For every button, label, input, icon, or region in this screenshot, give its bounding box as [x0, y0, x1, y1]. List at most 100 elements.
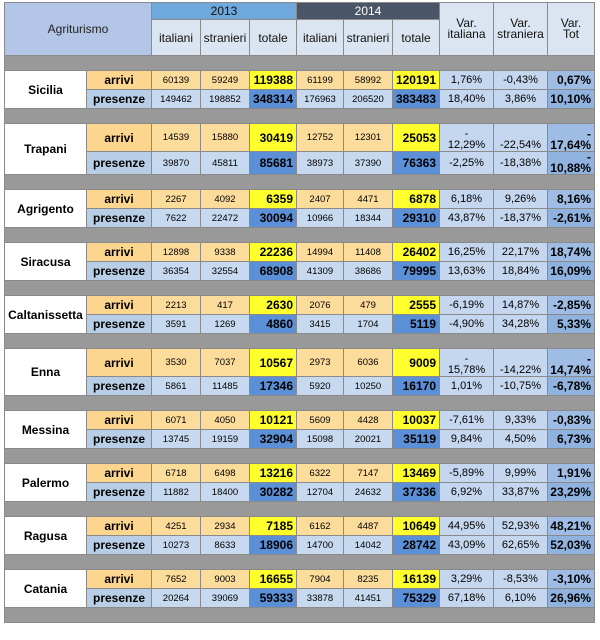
arrivi-italiani-2013-palermo: 6718 [151, 463, 201, 483]
city-name-messina: Messina [4, 410, 87, 449]
spacer-cell [4, 333, 595, 349]
arrivi-var-italiana-catania: 3,29% [439, 569, 494, 589]
presenze-label: presenze [86, 261, 152, 281]
arrivi-italiani-2014-messina: 5609 [296, 410, 344, 430]
presenze-totale-2014-siracusa: 79995 [392, 261, 440, 281]
presenze-totale-2013-catania: 59333 [249, 588, 297, 608]
arrivi-stranieri-2013-enna: 7037 [200, 348, 250, 377]
arrivi-italiani-2014-catania: 7904 [296, 569, 344, 589]
presenze-row-trapani: presenze 39870 45811 85681 38973 37390 76363 -2… [5, 151, 595, 175]
presenze-var-straniera-trapani: -18,38% [493, 151, 548, 175]
spacer-row [4, 108, 595, 124]
spacer-cell [4, 55, 595, 71]
arrivi-var-tot-agrigento: 8,16% [547, 189, 595, 209]
arrivi-totale-2014-ragusa: 10649 [392, 516, 440, 536]
arrivi-italiani-2014-ragusa: 6162 [296, 516, 344, 536]
col-italiani-2013: italiani [151, 19, 201, 56]
presenze-var-italiana-siracusa: 13,63% [439, 261, 494, 281]
spacer-row [4, 501, 595, 517]
arrivi-row-caltanissetta: Caltanissetta arrivi 2213 417 2630 2076 479 255… [4, 295, 595, 334]
arrivi-var-tot-enna: -14,74% [547, 348, 595, 377]
arrivi-var-italiana-siracusa: 16,25% [439, 242, 494, 262]
arrivi-label: arrivi [86, 123, 152, 152]
presenze-row-caltanissetta: presenze 3591 1269 4860 3415 1704 5119 -4,90% 34… [5, 314, 595, 334]
col-totale-2013: totale [249, 19, 297, 56]
presenze-var-tot-enna: -6,78% [547, 376, 595, 396]
presenze-row-catania: presenze 20264 39069 59333 33878 41451 75329 67… [5, 588, 595, 608]
year-2013-header: 2013 [151, 2, 297, 20]
arrivi-italiani-2013-agrigento: 2267 [151, 189, 201, 209]
presenze-italiani-2013-enna: 5861 [151, 376, 201, 396]
presenze-italiani-2014-messina: 15098 [296, 429, 344, 449]
presenze-stranieri-2013-messina: 19159 [200, 429, 250, 449]
arrivi-row-siracusa: Siracusa arrivi 12898 9338 22236 14994 11408 26… [4, 242, 595, 281]
presenze-italiani-2014-catania: 33878 [296, 588, 344, 608]
arrivi-var-italiana-messina: -7,61% [439, 410, 494, 430]
arrivi-italiani-2013-catania: 7652 [151, 569, 201, 589]
presenze-italiani-2014-siracusa: 41309 [296, 261, 344, 281]
spacer-cell [4, 395, 595, 411]
arrivi-var-italiana-agrigento: 6,18% [439, 189, 494, 209]
presenze-var-straniera-catania: 6,10% [493, 588, 548, 608]
presenze-var-straniera-agrigento: -18,37% [493, 208, 548, 228]
arrivi-stranieri-2013-messina: 4050 [200, 410, 250, 430]
presenze-var-italiana-messina: 9,84% [439, 429, 494, 449]
arrivi-var-tot-messina: -0,83% [547, 410, 595, 430]
presenze-stranieri-2014-trapani: 37390 [343, 151, 393, 175]
arrivi-totale-2014-messina: 10037 [392, 410, 440, 430]
arrivi-stranieri-2014-trapani: 12301 [343, 123, 393, 152]
arrivi-totale-2013-sicilia: 119388 [249, 70, 297, 90]
arrivi-var-straniera-catania: -8,53% [493, 569, 548, 589]
presenze-label: presenze [86, 588, 152, 608]
arrivi-italiani-2014-siracusa: 14994 [296, 242, 344, 262]
arrivi-totale-2013-enna: 10567 [249, 348, 297, 377]
arrivi-italiani-2014-trapani: 12752 [296, 123, 344, 152]
arrivi-label: arrivi [86, 70, 152, 90]
presenze-italiani-2014-agrigento: 10966 [296, 208, 344, 228]
arrivi-row-trapani: Trapani arrivi 14539 15880 30419 12752 12301 25… [4, 123, 595, 175]
arrivi-totale-2013-palermo: 13216 [249, 463, 297, 483]
spacer-cell [4, 108, 595, 124]
presenze-italiani-2014-trapani: 38973 [296, 151, 344, 175]
arrivi-totale-2014-caltanissetta: 2555 [392, 295, 440, 315]
arrivi-var-tot-palermo: 1,91% [547, 463, 595, 483]
arrivi-totale-2013-ragusa: 7185 [249, 516, 297, 536]
presenze-row-agrigento: presenze 7622 22472 30094 10966 18344 29310 43,… [5, 208, 595, 228]
arrivi-var-straniera-enna: -14,22% [493, 348, 548, 377]
presenze-italiani-2013-trapani: 39870 [151, 151, 201, 175]
arrivi-totale-2013-caltanissetta: 2630 [249, 295, 297, 315]
arrivi-stranieri-2013-agrigento: 4092 [200, 189, 250, 209]
arrivi-totale-2013-siracusa: 22236 [249, 242, 297, 262]
presenze-var-straniera-siracusa: 18,84% [493, 261, 548, 281]
var-tot-header: Var. Tot [547, 2, 595, 56]
spacer-cell [4, 448, 595, 464]
arrivi-italiani-2014-caltanissetta: 2076 [296, 295, 344, 315]
arrivi-stranieri-2013-caltanissetta: 417 [200, 295, 250, 315]
arrivi-stranieri-2014-catania: 8235 [343, 569, 393, 589]
arrivi-label: arrivi [86, 516, 152, 536]
year-2014-header: 2014 [296, 2, 440, 20]
arrivi-label: arrivi [86, 348, 152, 377]
arrivi-stranieri-2014-messina: 4428 [343, 410, 393, 430]
table-body: Agriturismo 2013 2014 Var. italiana Var. s… [4, 2, 595, 623]
arrivi-var-italiana-palermo: -5,89% [439, 463, 494, 483]
spacer-row [4, 280, 595, 296]
presenze-stranieri-2013-catania: 39069 [200, 588, 250, 608]
presenze-totale-2014-ragusa: 28742 [392, 535, 440, 555]
presenze-stranieri-2014-enna: 10250 [343, 376, 393, 396]
col-totale-2014: totale [392, 19, 440, 56]
arrivi-var-italiana-caltanissetta: -6,19% [439, 295, 494, 315]
city-name-enna: Enna [4, 348, 87, 396]
arrivi-italiani-2013-messina: 6071 [151, 410, 201, 430]
presenze-var-tot-agrigento: -2,61% [547, 208, 595, 228]
presenze-label: presenze [86, 482, 152, 502]
presenze-label: presenze [86, 376, 152, 396]
arrivi-stranieri-2013-ragusa: 2934 [200, 516, 250, 536]
arrivi-italiani-2013-sicilia: 60139 [151, 70, 201, 90]
presenze-totale-2013-ragusa: 18906 [249, 535, 297, 555]
presenze-stranieri-2013-agrigento: 22472 [200, 208, 250, 228]
presenze-totale-2013-messina: 32904 [249, 429, 297, 449]
presenze-stranieri-2013-sicilia: 198852 [200, 89, 250, 109]
presenze-label: presenze [86, 208, 152, 228]
presenze-row-messina: presenze 13745 19159 32904 15098 20021 35119 9,… [5, 429, 595, 449]
